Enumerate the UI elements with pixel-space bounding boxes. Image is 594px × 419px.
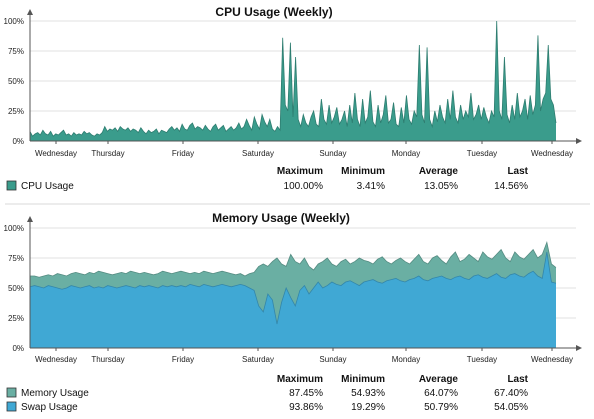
cpu-chart: CPU Usage (Weekly) 100% 75% 50% 25% 0% Wedne… <box>4 5 582 192</box>
cpu-stats-table: Maximum Minimum Average Last CPU Usage 100.00… <box>6 166 529 192</box>
mem-y-tick-label: 0% <box>12 344 24 353</box>
cpu-y-tick-label: 75% <box>8 47 24 56</box>
mem-stats-value: 93.86% <box>289 402 323 413</box>
mem-stats-value: 87.45% <box>289 388 323 399</box>
mem-stats-header: Last <box>507 374 528 385</box>
cpu-stats-value: 100.00% <box>284 181 324 192</box>
cpu-stats-header: Average <box>419 166 459 177</box>
cpu-y-tick-label: 50% <box>8 77 24 86</box>
memory-y-axis-arrow-icon <box>27 216 33 222</box>
cpu-series-line-0 <box>29 20 557 137</box>
cpu-x-tick-label: Wednesday <box>35 149 77 158</box>
cpu-gridlines <box>30 20 576 112</box>
cpu-x-tick-labels: Wednesday Thursday Friday Saturday Sunday Mon… <box>35 141 573 158</box>
memory-chart-title: Memory Usage (Weekly) <box>212 211 350 225</box>
mem-stats-header: Maximum <box>277 374 323 385</box>
mem-x-tick-label: Wednesday <box>35 355 77 364</box>
mem-x-tick-label: Thursday <box>91 355 124 364</box>
cpu-stats-header: Minimum <box>341 166 385 177</box>
mem-legend-label: Memory Usage <box>21 388 89 399</box>
mem-stats-value: 64.07% <box>424 388 458 399</box>
cpu-stats-value: 14.56% <box>494 181 528 192</box>
cpu-x-tick-label: Wednesday <box>531 149 573 158</box>
memory-series-areas <box>29 240 557 348</box>
cpu-chart-title: CPU Usage (Weekly) <box>215 5 332 19</box>
cpu-y-tick-labels: 100% 75% 50% 25% 0% <box>4 17 24 146</box>
mem-stats-value: 19.29% <box>351 402 385 413</box>
cpu-stats-value: 13.05% <box>424 181 458 192</box>
cpu-series-areas <box>29 20 557 141</box>
mem-x-tick-label: Wednesday <box>531 355 573 364</box>
mem-x-tick-label: Saturday <box>242 355 274 364</box>
cpu-stats-header: Last <box>507 166 528 177</box>
mem-stats-value: 67.40% <box>494 388 528 399</box>
cpu-stats-header: Maximum <box>277 166 323 177</box>
mem-stats-value: 54.05% <box>494 402 528 413</box>
cpu-legend-label: CPU Usage <box>21 181 74 192</box>
mem-x-tick-label: Monday <box>392 355 420 364</box>
mem-series-area-1 <box>30 252 556 348</box>
mem-y-tick-label: 100% <box>4 224 24 233</box>
memory-x-tick-labels: Wednesday Thursday Friday Saturday Sunday Mon… <box>35 348 573 364</box>
mem-legend-label: Swap Usage <box>21 402 78 413</box>
cpu-x-tick-label: Sunday <box>319 149 346 158</box>
mem-y-tick-label: 50% <box>8 284 24 293</box>
cpu-x-tick-label: Friday <box>172 149 194 158</box>
memory-chart: Memory Usage (Weekly) 100% 75% 50% 25% 0% We… <box>4 211 582 413</box>
mem-x-tick-label: Friday <box>172 355 194 364</box>
cpu-stats-value: 3.41% <box>357 181 385 192</box>
cpu-x-axis-arrow-icon <box>576 138 582 144</box>
memory-stats-table: Maximum Minimum Average Last Memory Usage 87.… <box>6 374 529 413</box>
cpu-x-tick-label: Thursday <box>91 149 124 158</box>
mem-stats-header: Minimum <box>341 374 385 385</box>
cpu-y-tick-label: 0% <box>12 137 24 146</box>
mem-y-tick-label: 25% <box>8 314 24 323</box>
memory-y-tick-labels: 100% 75% 50% 25% 0% <box>4 224 24 353</box>
cpu-x-tick-label: Saturday <box>242 149 274 158</box>
cpu-y-tick-label: 100% <box>4 17 24 26</box>
mem-legend-swatch <box>6 401 17 412</box>
mem-stats-header: Average <box>419 374 459 385</box>
mem-legend-swatch <box>6 387 17 398</box>
cpu-y-axis-arrow-icon <box>27 9 33 15</box>
cpu-y-tick-label: 25% <box>8 107 24 116</box>
memory-x-axis-arrow-icon <box>576 345 582 351</box>
mem-series-line-0 <box>30 240 557 278</box>
mem-x-tick-label: Tuesday <box>467 355 497 364</box>
mem-series-line-1 <box>29 251 557 325</box>
mem-y-tick-label: 75% <box>8 254 24 263</box>
cpu-legend-swatch <box>6 180 17 191</box>
cpu-x-tick-label: Tuesday <box>467 149 497 158</box>
mem-stats-value: 50.79% <box>424 402 458 413</box>
mem-stats-value: 54.93% <box>351 388 385 399</box>
mem-x-tick-label: Sunday <box>319 355 346 364</box>
cpu-x-tick-label: Monday <box>392 149 420 158</box>
